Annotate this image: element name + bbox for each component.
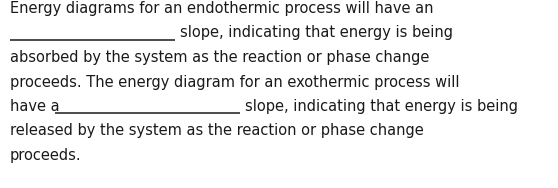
Text: slope, indicating that energy is being: slope, indicating that energy is being xyxy=(180,26,453,40)
Text: released by the system as the reaction or phase change: released by the system as the reaction o… xyxy=(10,124,424,139)
Text: proceeds. The energy diagram for an exothermic process will: proceeds. The energy diagram for an exot… xyxy=(10,74,459,89)
Text: have a: have a xyxy=(10,99,64,114)
Text: proceeds.: proceeds. xyxy=(10,148,81,163)
Text: absorbed by the system as the reaction or phase change: absorbed by the system as the reaction o… xyxy=(10,50,429,65)
Text: Energy diagrams for an endothermic process will have an: Energy diagrams for an endothermic proce… xyxy=(10,1,434,16)
Text: slope, indicating that energy is being: slope, indicating that energy is being xyxy=(245,99,518,114)
